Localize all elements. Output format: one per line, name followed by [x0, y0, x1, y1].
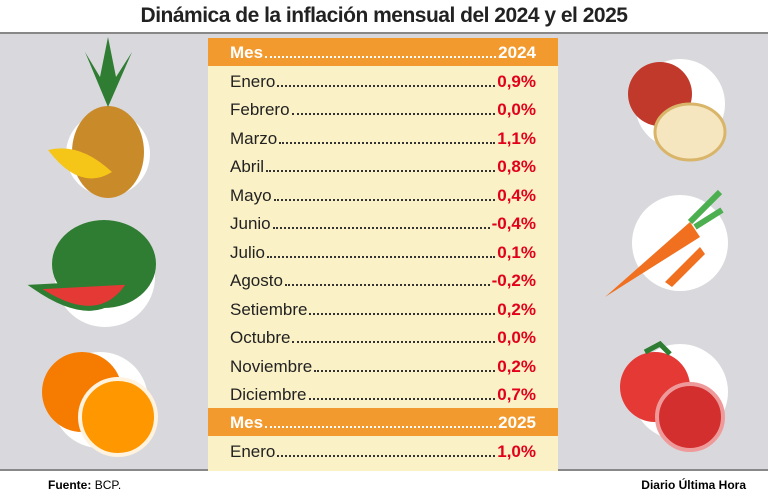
leader-dots	[284, 284, 490, 286]
table-row: Setiembre 0,2%	[208, 294, 558, 323]
tomato	[620, 340, 728, 452]
source-label: Fuente:	[48, 478, 92, 492]
header-label: Mes	[230, 413, 264, 432]
inflation-value: 0,2%	[497, 356, 536, 376]
inflation-value: 0,0%	[497, 100, 536, 119]
inflation-value: -0,4%	[491, 214, 536, 233]
month: Setiembre	[230, 299, 308, 319]
table-row: Mayo 0,4%	[208, 180, 558, 209]
month: Abril	[230, 157, 265, 176]
leader-dots	[314, 369, 496, 372]
month: Julio	[230, 242, 265, 262]
month: Enero	[230, 71, 276, 91]
pineapple	[48, 37, 150, 198]
inflation-value: 1,0%	[497, 441, 536, 461]
table-row: Agosto -0,2%	[208, 266, 558, 295]
table-row: Enero 0,9%	[208, 66, 558, 95]
table-row: Marzo 1,1%	[208, 123, 558, 152]
header-year: 2024	[498, 43, 536, 62]
leader-dots	[272, 227, 490, 229]
inflation-value: 0,4%	[497, 185, 536, 205]
leader-dots	[277, 454, 496, 457]
inflation-table: Mes 2024 Enero 0,9% Febrero 0,0% Marzo 1,1% Abri…	[208, 38, 558, 471]
table-row: Julio 0,1%	[208, 237, 558, 266]
carrot	[605, 189, 728, 297]
inflation-value: 0,8%	[497, 157, 536, 176]
orange	[42, 352, 158, 457]
inflation-value: 1,1%	[497, 128, 536, 148]
watermelon	[27, 220, 156, 327]
header-label: Mes	[230, 43, 264, 62]
source-name: BCP.	[94, 478, 122, 492]
leader-dots	[279, 141, 496, 144]
leader-dots	[291, 113, 496, 115]
table-row: Enero 1,0%	[208, 436, 558, 465]
month: Febrero	[230, 100, 290, 119]
section-header: Mes 2024	[208, 38, 558, 66]
leader-dots	[292, 341, 496, 343]
leader-dots	[308, 398, 496, 400]
month: Marzo	[230, 128, 278, 148]
header-year: 2025	[498, 413, 536, 432]
title: Dinámica de la inflación mensual del 202…	[140, 4, 628, 27]
section-header: Mes 2025	[208, 408, 558, 436]
table-row: Febrero 0,0%	[208, 95, 558, 124]
inflation-value: -0,2%	[491, 271, 536, 290]
table-row: Junio -0,4%	[208, 209, 558, 238]
leader-dots	[277, 84, 496, 87]
month: Noviembre	[230, 356, 313, 376]
inflation-value: 0,1%	[497, 242, 536, 262]
month: Diciembre	[230, 385, 307, 404]
illustrations	[27, 37, 728, 457]
inflation-value: 0,9%	[497, 71, 536, 91]
leader-dots	[309, 312, 496, 315]
source: Fuente: BCP.	[48, 478, 121, 492]
inflation-value: 0,7%	[497, 385, 536, 404]
credit: Diario Última Hora	[641, 478, 746, 492]
table-row: Noviembre 0,2%	[208, 351, 558, 380]
inflation-value: 0,0%	[497, 328, 536, 347]
month: Mayo	[230, 185, 272, 205]
month: Agosto	[230, 271, 283, 290]
month: Octubre	[230, 328, 291, 347]
onion	[628, 59, 727, 162]
table-row: Diciembre 0,7%	[208, 380, 558, 409]
leader-dots	[265, 56, 497, 58]
footer: Fuente: BCP. Diario Última Hora	[0, 471, 768, 497]
table-row: Octubre 0,0%	[208, 323, 558, 352]
leader-dots	[265, 426, 497, 428]
table-row: Abril 0,8%	[208, 152, 558, 181]
leader-dots	[266, 255, 496, 258]
leader-dots	[266, 170, 496, 172]
inflation-value: 0,2%	[497, 299, 536, 319]
month: Enero	[230, 441, 276, 461]
leader-dots	[273, 198, 496, 201]
month: Junio	[230, 214, 271, 233]
